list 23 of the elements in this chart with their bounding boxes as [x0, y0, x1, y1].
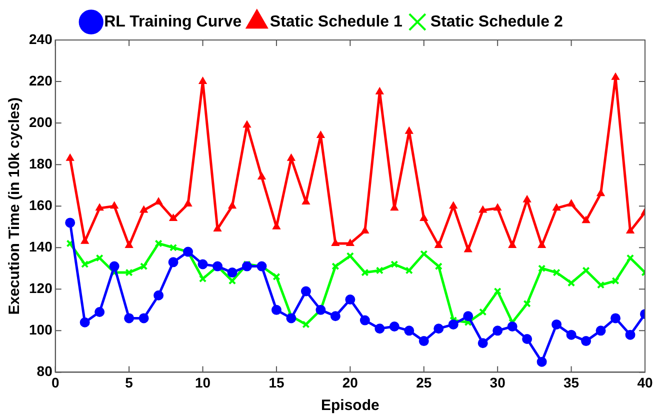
- legend-label: Static Schedule 2: [430, 13, 563, 30]
- x-axis-title: Episode: [321, 397, 380, 414]
- y-tick-label: 180: [29, 155, 53, 172]
- y-tick-label: 80: [36, 363, 53, 380]
- legend-label: Static Schedule 1: [270, 13, 402, 30]
- x-tick-label: 30: [490, 374, 506, 390]
- y-axis-title: Execution Time (in 10k cycles): [6, 97, 24, 315]
- x-tick-label: 25: [416, 374, 432, 390]
- y-tick-label: 240: [29, 30, 53, 47]
- x-tick-label: 10: [194, 374, 211, 390]
- x-tick-label: 40: [637, 374, 653, 390]
- y-tick-label: 160: [29, 196, 53, 213]
- x-tick-label: 20: [342, 374, 358, 390]
- x-tick-label: 0: [51, 374, 60, 390]
- x-tick-label: 35: [564, 374, 580, 390]
- x-tick-label: 15: [268, 374, 284, 390]
- y-tick-label: 100: [29, 322, 53, 338]
- y-tick-label: 200: [29, 114, 53, 130]
- y-tick-label: 220: [29, 72, 53, 88]
- legend-label: RL Training Curve: [104, 13, 242, 30]
- y-tick-label: 120: [29, 280, 53, 296]
- y-tick-label: 140: [29, 238, 53, 254]
- x-tick-label: 5: [125, 374, 134, 390]
